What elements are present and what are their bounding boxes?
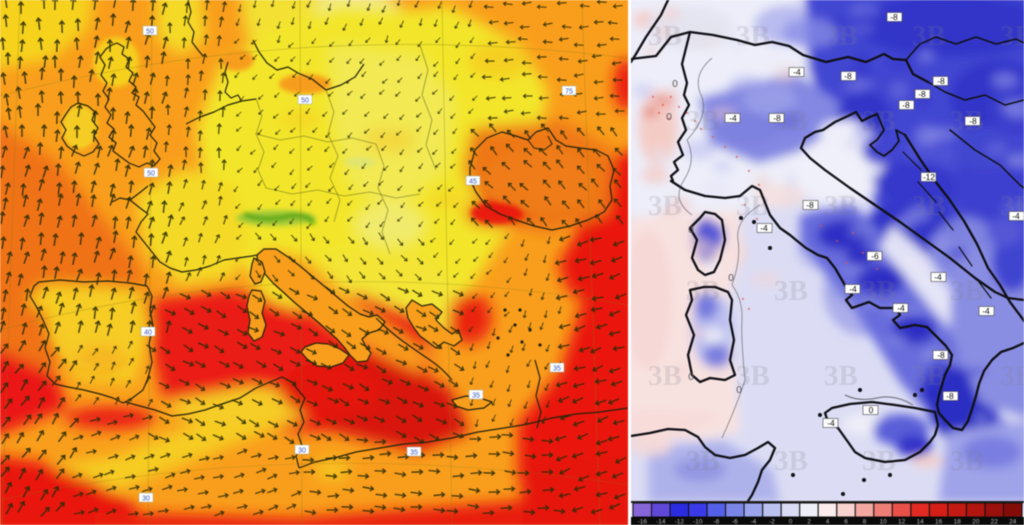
svg-text:50: 50 <box>301 98 309 105</box>
svg-text:0: 0 <box>789 519 793 525</box>
svg-text:8: 8 <box>863 519 867 525</box>
svg-text:14: 14 <box>916 519 924 525</box>
svg-text:-4: -4 <box>751 519 757 525</box>
svg-text:50: 50 <box>147 171 155 178</box>
svg-text:3B: 3B <box>824 360 858 392</box>
svg-text:-6: -6 <box>871 251 879 261</box>
svg-text:75: 75 <box>565 89 573 96</box>
svg-text:18: 18 <box>954 519 962 525</box>
svg-text:4: 4 <box>826 519 830 525</box>
svg-text:-8: -8 <box>890 12 898 22</box>
svg-text:-4: -4 <box>827 418 835 428</box>
svg-text:-8: -8 <box>773 113 781 123</box>
svg-text:-14: -14 <box>656 519 666 525</box>
svg-text:3B: 3B <box>912 190 946 222</box>
svg-text:-8: -8 <box>902 100 910 110</box>
svg-text:45: 45 <box>469 179 477 186</box>
svg-text:16: 16 <box>935 519 943 525</box>
svg-text:-8: -8 <box>937 350 945 360</box>
svg-text:3B: 3B <box>862 105 896 137</box>
svg-text:-8: -8 <box>946 391 954 401</box>
svg-text:3B: 3B <box>824 190 858 222</box>
svg-text:0: 0 <box>736 385 742 396</box>
svg-text:35: 35 <box>472 393 480 400</box>
svg-text:35: 35 <box>410 450 418 457</box>
svg-text:-8: -8 <box>806 200 814 210</box>
svg-text:3B: 3B <box>686 445 720 477</box>
svg-text:3B: 3B <box>774 275 808 307</box>
svg-text:0: 0 <box>666 112 672 123</box>
svg-text:3B: 3B <box>912 360 946 392</box>
svg-text:3B: 3B <box>774 445 808 477</box>
svg-text:12: 12 <box>898 519 906 525</box>
svg-text:-16: -16 <box>638 519 648 525</box>
svg-text:0: 0 <box>688 372 694 383</box>
svg-text:-12: -12 <box>675 519 685 525</box>
svg-text:0: 0 <box>728 273 734 284</box>
svg-text:3B: 3B <box>824 20 858 52</box>
svg-text:-12: -12 <box>923 172 936 182</box>
svg-text:-4: -4 <box>729 113 737 123</box>
svg-text:50: 50 <box>146 29 154 36</box>
svg-text:-4: -4 <box>849 284 857 294</box>
svg-text:-4: -4 <box>1012 211 1020 221</box>
svg-text:-4: -4 <box>760 223 768 233</box>
svg-text:0: 0 <box>688 225 694 236</box>
svg-text:10: 10 <box>879 519 887 525</box>
svg-text:6: 6 <box>844 519 848 525</box>
svg-text:22: 22 <box>991 519 999 525</box>
svg-text:-6: -6 <box>732 519 738 525</box>
svg-text:3B: 3B <box>736 360 770 392</box>
svg-text:3B: 3B <box>1000 360 1024 392</box>
svg-text:-4: -4 <box>934 272 942 282</box>
svg-text:-8: -8 <box>844 71 852 81</box>
svg-text:-4: -4 <box>982 306 990 316</box>
svg-text:35: 35 <box>553 366 561 373</box>
svg-text:-2: -2 <box>769 519 775 525</box>
svg-text:-8: -8 <box>969 116 977 126</box>
svg-text:3B: 3B <box>648 190 682 222</box>
svg-text:-4: -4 <box>793 67 801 77</box>
svg-text:3B: 3B <box>950 445 984 477</box>
svg-text:-8: -8 <box>937 76 945 86</box>
svg-text:24: 24 <box>1009 519 1017 525</box>
svg-text:-8: -8 <box>918 89 926 99</box>
svg-text:-8: -8 <box>714 519 720 525</box>
svg-text:2: 2 <box>807 519 811 525</box>
svg-text:3B: 3B <box>736 20 770 52</box>
svg-text:3B: 3B <box>1000 20 1024 52</box>
svg-text:0: 0 <box>869 405 874 415</box>
svg-text:-10: -10 <box>693 519 703 525</box>
svg-text:3B: 3B <box>648 360 682 392</box>
svg-text:40: 40 <box>144 330 152 337</box>
svg-text:30: 30 <box>298 448 306 455</box>
svg-text:30: 30 <box>142 496 150 503</box>
svg-text:20: 20 <box>972 519 980 525</box>
svg-text:0: 0 <box>672 79 678 90</box>
svg-text:-4: -4 <box>897 303 905 313</box>
